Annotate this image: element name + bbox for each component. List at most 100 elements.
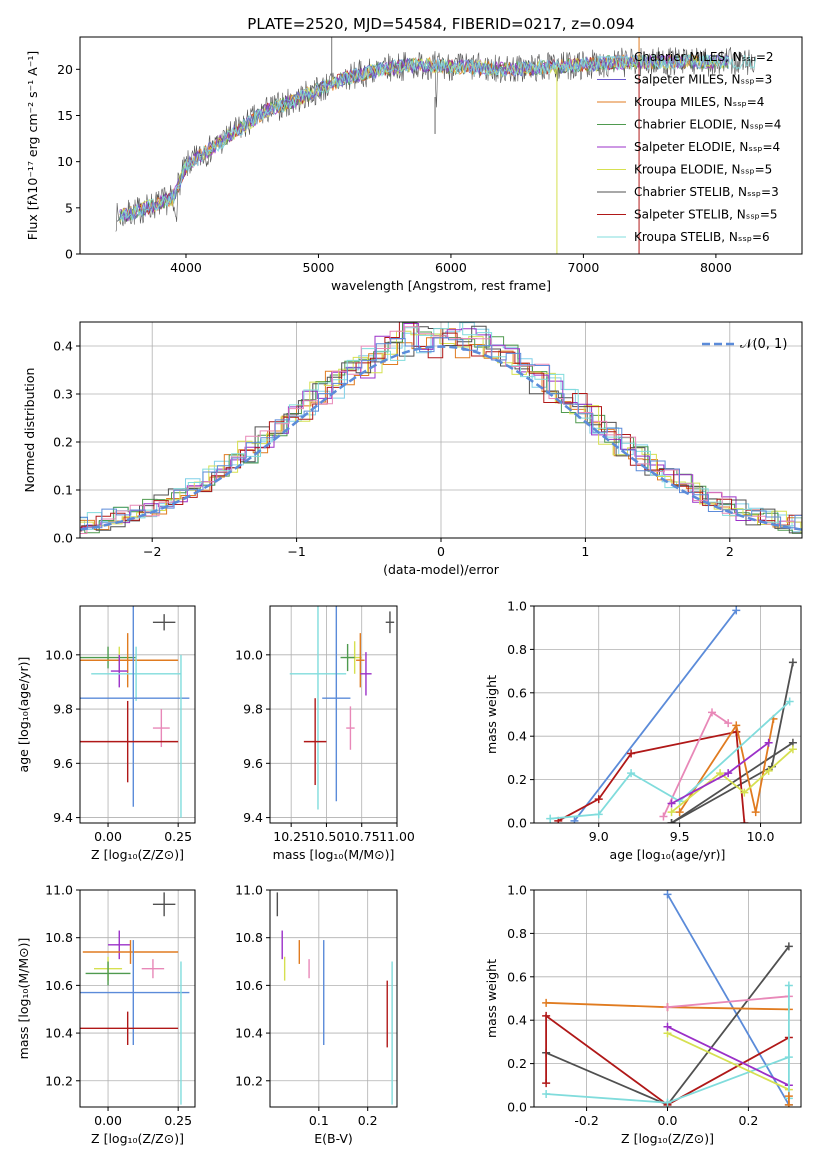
plot-area: [534, 606, 801, 823]
panel-spectrum: 4000 5000 6000 7000 8000 0 5 10 15 20 wavelength […: [25, 36, 803, 293]
weight-marker: [667, 808, 676, 817]
x-axis-label: E(B-V): [314, 1131, 353, 1146]
x-tick-label: 0.2: [358, 1113, 378, 1128]
data-point: [152, 614, 176, 631]
axes-frame: [79, 36, 803, 255]
plot-area: [80, 606, 195, 823]
x-axis-label: age [log₁₀(age/yr)]: [610, 847, 726, 862]
legend-label: Chabrier STELIB, Nₛₛₚ=3: [634, 185, 779, 199]
data-point: [385, 611, 395, 634]
weight-marker: [663, 1003, 672, 1012]
x-tick-label: 11.00: [379, 829, 415, 844]
weight-marker: [788, 658, 797, 667]
weight-line: [667, 1025, 790, 1087]
data-point: [80, 700, 179, 783]
legend-label: Salpeter MILES, Nₛₛₚ=3: [634, 73, 772, 87]
observed-spectrum-line: [115, 47, 756, 232]
y-tick-label: 0.6: [507, 969, 527, 984]
y-tick-label: 9.8: [53, 702, 73, 717]
data-point: [322, 606, 351, 802]
model-spectrum-line: [119, 54, 637, 223]
weight-line: [573, 609, 738, 822]
panel-mass_vs_Z: 0.00 0.25 10.2 10.4 10.6 10.8 11.0 Z [log₁₀(Z/Z…: [16, 883, 196, 1146]
y-tick-label: 10.8: [235, 930, 263, 945]
data-point: [141, 959, 165, 979]
y-tick-label: 11.0: [235, 883, 263, 898]
x-tick-label: 0.00: [94, 1113, 122, 1128]
data-point: [80, 1011, 179, 1045]
weight-line: [678, 718, 775, 813]
weight-line: [662, 710, 729, 817]
weight-marker: [788, 745, 797, 754]
y-tick-label: 0.2: [507, 1056, 527, 1071]
weight-marker: [627, 749, 636, 758]
x-tick-label: −2: [143, 544, 161, 559]
weight-line: [667, 995, 789, 1009]
y-tick-label: 0.4: [507, 729, 527, 744]
x-tick-label: 10.50: [309, 829, 345, 844]
legend: Chabrier MILES, Nₛₛₚ=2 Salpeter MILES, Nₛ…: [597, 50, 781, 244]
y-tick-label: 9.8: [243, 702, 263, 717]
x-tick-label: −1: [287, 544, 305, 559]
data-point: [340, 643, 355, 672]
plot-area: [270, 606, 397, 823]
plot-area: [115, 37, 757, 254]
y-tick-label: 0.2: [53, 435, 73, 450]
y-axis-label: Flux [fλ10⁻¹⁷ erg cm⁻² s⁻¹ A⁻¹]: [25, 51, 40, 240]
plot-area: [534, 890, 801, 1107]
weight-line: [667, 1032, 790, 1091]
x-tick-label: 0.00: [94, 829, 122, 844]
y-tick-label: 0.0: [507, 1100, 527, 1115]
y-tick-label: 0.2: [507, 772, 527, 787]
legend-label: Chabrier ELODIE, Nₛₛₚ=4: [634, 118, 781, 132]
y-axis-label: age [log₁₀(age/yr)]: [16, 657, 31, 773]
x-tick-label: 9.0: [589, 829, 609, 844]
data-point: [289, 606, 347, 810]
weight-marker: [663, 890, 672, 899]
y-tick-label: 10.0: [235, 647, 263, 662]
legend-label: 𝒩(0, 1): [740, 337, 787, 352]
x-tick-label: 10.0: [747, 829, 775, 844]
weight-marker: [659, 812, 668, 821]
legend-label: Salpeter ELODIE, Nₛₛₚ=4: [634, 140, 780, 154]
data-point: [360, 652, 372, 696]
panel-residuals: −2 −1 0 1 2 0.0 0.1 0.2 0.3 0.4 (data-model)/error…: [22, 321, 803, 577]
x-tick-label: 0: [437, 544, 445, 559]
legend-label: Chabrier MILES, Nₛₛₚ=2: [634, 50, 774, 64]
x-tick-label: 4000: [170, 260, 202, 275]
legend-label: Kroupa MILES, Nₛₛₚ=4: [634, 95, 764, 109]
weight-marker: [784, 1092, 793, 1101]
weight-marker: [724, 769, 733, 778]
weight-marker: [740, 819, 749, 823]
y-tick-label: 0.3: [53, 387, 73, 402]
histogram-step: [80, 337, 802, 529]
weight-marker: [542, 1011, 551, 1020]
x-axis-label: Z [log₁₀(Z/Z⊙)]: [621, 1131, 714, 1146]
y-tick-label: 10.2: [45, 1073, 73, 1088]
legend-label: Kroupa STELIB, Nₛₛₚ=6: [634, 230, 770, 244]
y-tick-label: 10.6: [45, 978, 73, 993]
x-axis-label: wavelength [Angstrom, rest frame]: [331, 278, 551, 293]
y-tick-label: 1.0: [507, 883, 527, 898]
weight-marker: [594, 795, 603, 804]
y-tick-label: 9.4: [53, 810, 73, 825]
y-tick-label: 0.1: [53, 483, 73, 498]
weight-marker: [542, 998, 551, 1007]
weight-marker: [724, 719, 733, 728]
y-tick-label: 11.0: [45, 883, 73, 898]
weight-marker: [663, 1098, 672, 1107]
data-point: [91, 646, 181, 701]
weight-marker: [785, 697, 794, 706]
weight-line: [557, 730, 746, 823]
axes-frame: [533, 605, 802, 824]
panel-mass_weight_vs_Z: -0.2 0.0 0.2 0.0 0.2 0.4 0.6 0.8 1.0 Z [log₁₀(Z/Z…: [484, 883, 802, 1146]
x-tick-label: 0.1: [309, 1113, 329, 1128]
weight-marker: [764, 738, 773, 747]
axes-frame: [79, 889, 196, 1108]
y-tick-label: 0.0: [53, 531, 73, 546]
data-point: [80, 646, 137, 669]
y-tick-label: 20: [57, 62, 73, 77]
x-tick-label: 0.25: [164, 1113, 192, 1128]
weight-marker: [663, 1022, 672, 1031]
